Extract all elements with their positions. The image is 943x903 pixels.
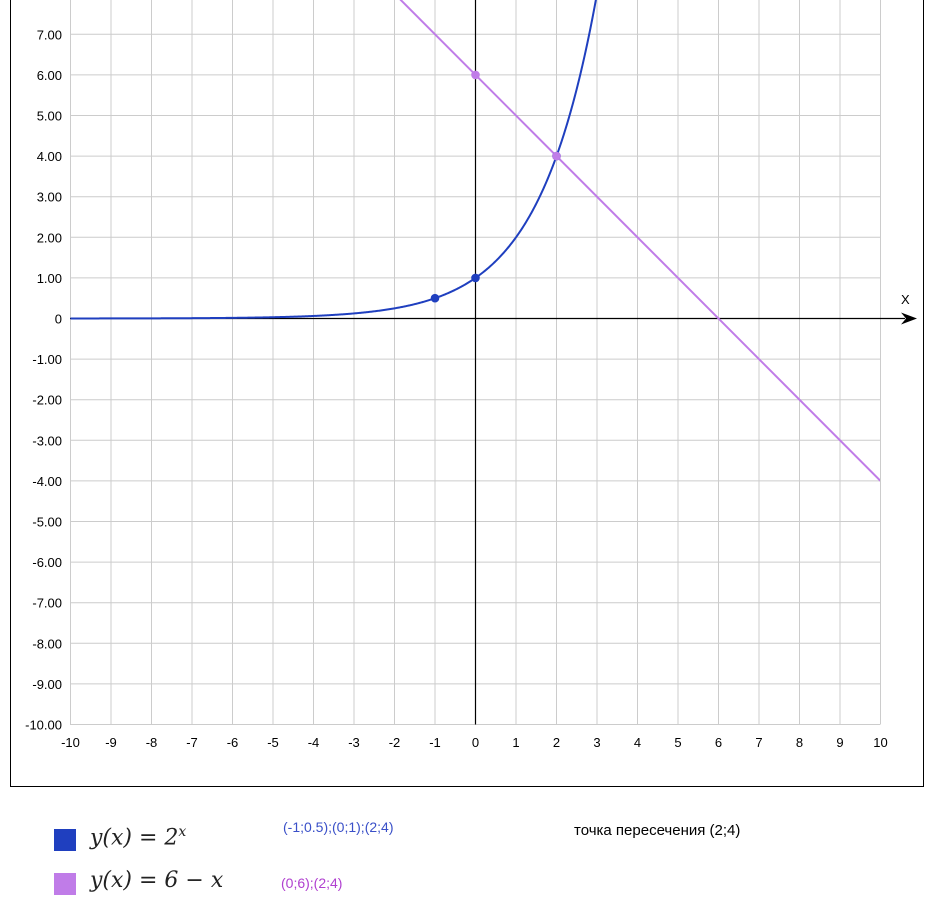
x-tick-label: 8	[796, 735, 803, 750]
x-tick-label: 5	[674, 735, 681, 750]
y-tick-label: -6.00	[32, 555, 62, 570]
y-tick-label: -5.00	[32, 515, 62, 530]
legend-swatch-linear	[54, 873, 76, 895]
legend-points-linear: (0;6);(2;4)	[281, 875, 343, 891]
y-tick-label: -3.00	[32, 433, 62, 448]
point-exponential	[471, 273, 480, 283]
x-tick-label: -1	[429, 735, 441, 750]
x-axis-label: X	[901, 292, 910, 307]
x-tick-label: -2	[389, 735, 401, 750]
formula-exponential-base: y(x) = 2	[90, 825, 179, 851]
x-tick-label: -8	[146, 735, 158, 750]
legend-swatch-exponential	[54, 829, 76, 851]
legend-points-exponential: (-1;0.5);(0;1);(2;4)	[283, 819, 394, 835]
y-tick-label: -10.00	[25, 718, 62, 733]
legend-formula-exponential: y(x) = 2x	[90, 824, 186, 850]
x-tick-label: -5	[267, 735, 279, 750]
y-tick-label: 3.00	[37, 190, 62, 205]
plot-frame	[10, 0, 924, 787]
point-linear	[471, 70, 480, 80]
y-tick-label: 1.00	[37, 271, 62, 286]
legend: y(x) = 2x (-1;0.5);(0;1);(2;4) точка пер…	[0, 800, 943, 903]
x-tick-label: 4	[634, 735, 641, 750]
formula-exponential-exponent: x	[178, 824, 187, 840]
y-tick-label: 6.00	[37, 68, 62, 83]
y-tick-label: 7.00	[37, 27, 62, 42]
y-tick-label: 5.00	[37, 109, 62, 124]
x-tick-label: 10	[873, 735, 887, 750]
x-tick-label: -6	[227, 735, 239, 750]
y-tick-label: -2.00	[32, 393, 62, 408]
x-axis-arrow	[901, 312, 917, 325]
x-tick-label: 1	[512, 735, 519, 750]
intersection-note: точка пересечения (2;4)	[574, 822, 741, 839]
point-linear	[552, 151, 561, 161]
x-tick-label: -10	[61, 735, 80, 750]
x-tick-label: -9	[105, 735, 117, 750]
y-tick-label: -7.00	[32, 596, 62, 611]
x-tick-label: 0	[472, 735, 479, 750]
series-line-exponential	[70, 0, 597, 320]
x-tick-label: 6	[715, 735, 722, 750]
y-tick-label: -9.00	[32, 677, 62, 692]
y-tick-label: -4.00	[32, 474, 62, 489]
x-tick-label: -4	[308, 735, 320, 750]
y-tick-label: 0	[55, 312, 62, 327]
function-graph: X-10 -9 -8 -7 -6 -5 -4 -3 -2 -1 0 1 2 3 4 5 6 7 8 9 10-10.00…	[25, 0, 917, 750]
y-tick-label: -1.00	[32, 352, 62, 367]
x-tick-label: -3	[348, 735, 360, 750]
x-tick-label: 3	[593, 735, 600, 750]
y-tick-label: 4.00	[37, 149, 62, 164]
legend-formula-linear: y(x) = 6 − x	[90, 868, 223, 893]
y-tick-label: 2.00	[37, 230, 62, 245]
x-tick-label: 2	[553, 735, 560, 750]
formula-linear-text: y(x) = 6 − x	[90, 868, 224, 893]
x-tick-label: 9	[836, 735, 843, 750]
point-exponential	[430, 293, 440, 303]
x-tick-label: -7	[186, 735, 198, 750]
y-tick-label: -8.00	[32, 636, 62, 651]
x-tick-label: 7	[755, 735, 762, 750]
